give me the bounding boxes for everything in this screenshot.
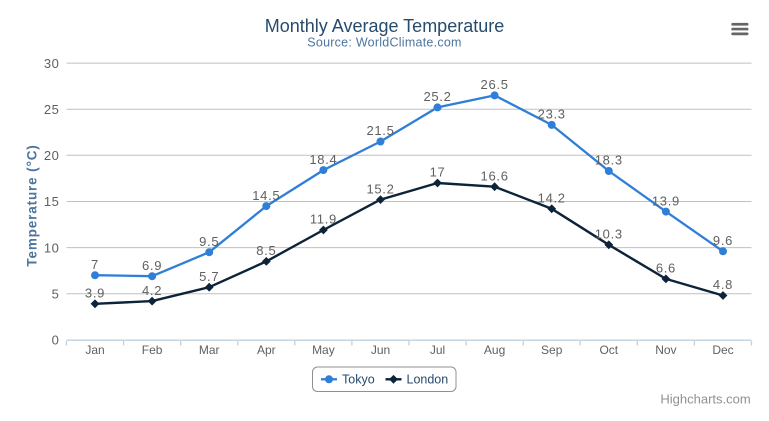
svg-text:3.9: 3.9	[85, 286, 105, 301]
svg-text:6.6: 6.6	[656, 261, 676, 276]
svg-text:7: 7	[91, 257, 99, 272]
svg-text:Mar: Mar	[199, 343, 220, 357]
svg-text:21.5: 21.5	[366, 123, 394, 138]
svg-text:Monthly Average Temperature: Monthly Average Temperature	[265, 16, 504, 36]
svg-text:11.9: 11.9	[310, 212, 337, 227]
svg-text:20: 20	[44, 148, 60, 163]
svg-text:Jul: Jul	[430, 343, 445, 357]
svg-text:London: London	[407, 373, 449, 387]
svg-text:Jun: Jun	[371, 343, 390, 357]
svg-text:25: 25	[44, 102, 60, 117]
svg-text:25.2: 25.2	[423, 89, 451, 104]
svg-text:9.6: 9.6	[713, 233, 733, 248]
svg-text:Apr: Apr	[257, 343, 276, 357]
svg-text:15: 15	[44, 194, 60, 209]
svg-text:26.5: 26.5	[481, 77, 509, 92]
svg-text:Aug: Aug	[484, 343, 505, 357]
svg-text:23.3: 23.3	[538, 107, 566, 122]
svg-text:9.5: 9.5	[199, 234, 219, 249]
svg-text:15.2: 15.2	[366, 181, 394, 196]
svg-text:6.9: 6.9	[142, 258, 162, 273]
svg-text:10.3: 10.3	[595, 227, 623, 242]
svg-text:10: 10	[44, 240, 60, 255]
svg-text:5: 5	[52, 286, 60, 301]
svg-text:Temperature (°C): Temperature (°C)	[25, 144, 40, 266]
svg-text:4.8: 4.8	[713, 277, 733, 292]
svg-text:Feb: Feb	[142, 343, 163, 357]
svg-text:17: 17	[430, 165, 446, 180]
svg-text:18.4: 18.4	[309, 152, 337, 167]
svg-text:Nov: Nov	[655, 343, 676, 357]
svg-text:14.5: 14.5	[252, 188, 280, 203]
svg-text:8.5: 8.5	[256, 243, 276, 258]
svg-text:14.2: 14.2	[538, 191, 566, 206]
svg-text:18.3: 18.3	[595, 153, 623, 168]
svg-text:May: May	[312, 343, 335, 357]
svg-text:0: 0	[52, 333, 60, 348]
svg-text:30: 30	[44, 56, 60, 71]
svg-text:Oct: Oct	[599, 343, 618, 357]
svg-text:16.6: 16.6	[481, 168, 509, 183]
svg-text:Highcharts.com: Highcharts.com	[660, 392, 750, 407]
svg-text:Tokyo: Tokyo	[342, 373, 375, 387]
svg-text:4.2: 4.2	[142, 283, 162, 298]
svg-text:Source: WorldClimate.com: Source: WorldClimate.com	[307, 36, 461, 50]
svg-text:13.9: 13.9	[652, 193, 680, 208]
svg-text:Sep: Sep	[541, 343, 563, 357]
svg-text:Dec: Dec	[712, 343, 733, 357]
svg-text:5.7: 5.7	[199, 269, 219, 284]
svg-text:Jan: Jan	[85, 343, 104, 357]
